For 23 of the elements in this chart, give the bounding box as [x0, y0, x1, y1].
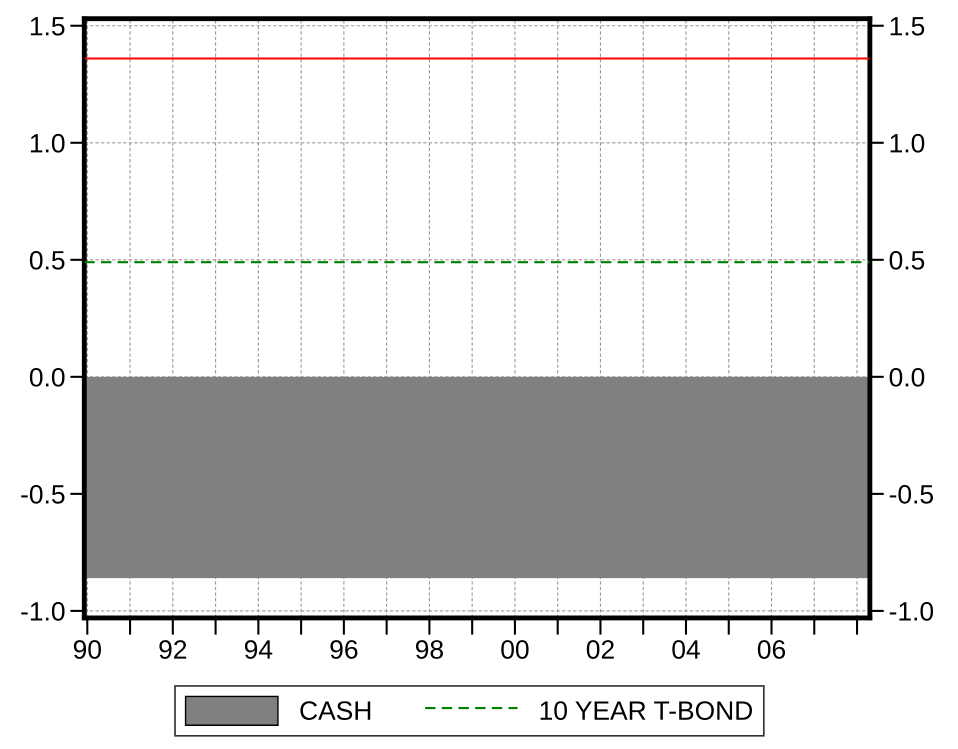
legend-label: CASH: [300, 701, 370, 720]
y-tick-label: -1.0: [21, 602, 65, 621]
y2-tick-label: -1.0: [890, 602, 934, 621]
x-tick-label: 96: [330, 640, 358, 659]
x-tick-label: 92: [159, 640, 186, 659]
x-tick-label: 98: [416, 640, 443, 659]
y2-tick-label: 1.5: [890, 17, 924, 36]
y2-tick-label: 0.0: [890, 368, 924, 387]
y-tick-label: 1.5: [30, 17, 64, 36]
y-tick-label: 0.0: [30, 368, 65, 387]
x-tick-label: 04: [672, 640, 700, 659]
x-tick-label: 02: [586, 640, 614, 659]
legend-label: 10 YEAR T-BOND: [540, 701, 752, 720]
x-tick-label: 00: [501, 640, 529, 659]
y-tick-label: -0.5: [21, 485, 64, 504]
x-tick-label: 94: [244, 640, 272, 659]
y2-tick-label: 0.5: [890, 250, 924, 270]
x-tick-label: 06: [758, 640, 786, 659]
y2-tick-label: -0.5: [890, 485, 933, 504]
x-tick-label: 90: [74, 640, 101, 659]
y2-tick-label: 1.0: [890, 134, 924, 153]
y-tick-label: 0.5: [30, 250, 64, 270]
y-tick-label: 1.0: [30, 134, 65, 153]
